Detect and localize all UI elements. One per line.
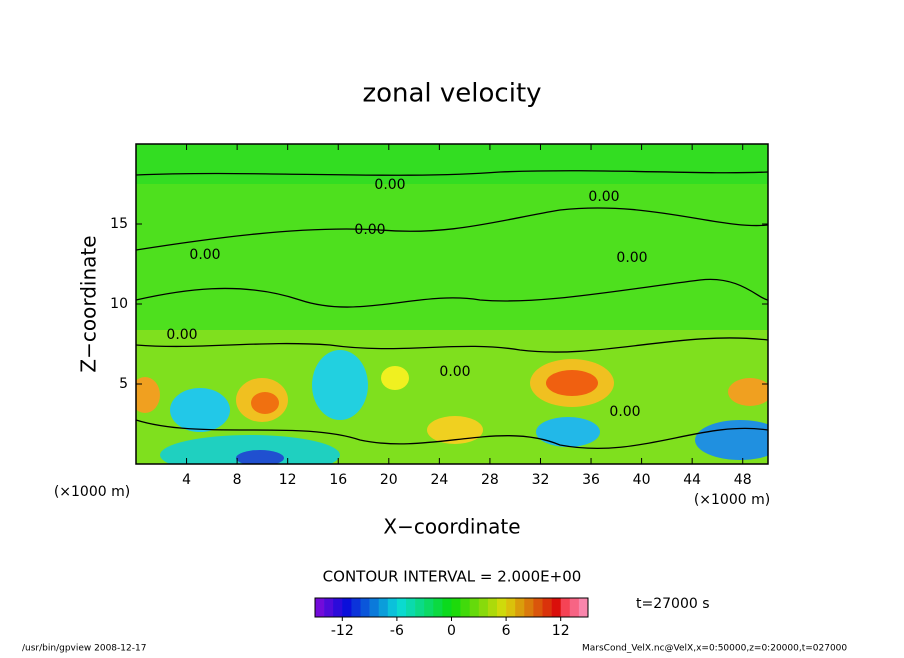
contour-line <box>135 170 769 176</box>
colorbar-cell <box>333 598 343 617</box>
contour-label: 0.00 <box>189 247 220 263</box>
footer-right: MarsCond_VelX.nc@VelX,x=0:50000,z=0:2000… <box>582 644 847 654</box>
colorbar-tick-label: 12 <box>552 623 570 639</box>
colorbar-cell <box>369 598 379 617</box>
colorbar-cell <box>506 598 516 617</box>
x-tick-label: 32 <box>532 472 550 488</box>
colorbar-cell <box>515 598 525 617</box>
colorbar-cell <box>378 598 389 617</box>
x-tick-label: 16 <box>329 472 347 488</box>
x-tick-label: 40 <box>633 472 651 488</box>
contour-line <box>135 419 769 449</box>
colorbar-cell <box>524 598 534 617</box>
contour-label: 0.00 <box>374 177 405 193</box>
contour-interval: CONTOUR INTERVAL = 2.000E+00 <box>323 568 582 586</box>
colorbar-cell <box>569 598 580 617</box>
contour-field <box>136 144 768 464</box>
x-tick-label: 48 <box>734 472 752 488</box>
contour-line <box>135 207 769 251</box>
contour-label: 0.00 <box>616 250 647 266</box>
y-axis-label: Z−coordinate <box>77 235 101 372</box>
colorbar-cell <box>451 598 461 617</box>
colorbar-cell <box>415 598 425 617</box>
footer-left: /usr/bin/gpview 2008-12-17 <box>22 644 146 654</box>
colorbar-cell <box>560 598 571 617</box>
contour-label: 0.00 <box>588 189 619 205</box>
x-axis-label: X−coordinate <box>383 515 520 539</box>
colorbar-cell <box>487 598 498 617</box>
colorbar-cell <box>551 598 561 617</box>
colorbar-cell <box>324 598 334 617</box>
y-tick-label: 10 <box>110 296 128 312</box>
colorbar-cell <box>497 598 507 617</box>
colorbar-cell <box>542 598 552 617</box>
x-tick-label: 24 <box>430 472 448 488</box>
contour-line <box>135 278 769 308</box>
chart-title: zonal velocity <box>362 79 541 109</box>
x-unit: (×1000 m) <box>694 492 770 508</box>
colorbar-cell <box>351 598 361 617</box>
contour-label: 0.00 <box>354 222 385 238</box>
colorbar-tick-label: -6 <box>390 623 404 639</box>
contour-label: 0.00 <box>166 327 197 343</box>
time-label: t=27000 s <box>636 596 710 612</box>
colorbar-cell <box>360 598 370 617</box>
colorbar-tick-label: -12 <box>331 623 354 639</box>
contour-label: 0.00 <box>439 364 470 380</box>
x-tick-label: 8 <box>233 472 242 488</box>
colorbar-cell <box>442 598 452 617</box>
colorbar-cell <box>478 598 489 617</box>
colorbar-cell <box>424 598 434 617</box>
x-tick-label: 4 <box>182 472 191 488</box>
x-tick-label: 44 <box>683 472 701 488</box>
x-tick-label: 20 <box>380 472 398 488</box>
x-tick-label: 12 <box>279 472 297 488</box>
contour-line <box>135 337 769 353</box>
x-tick-label: 28 <box>481 472 499 488</box>
colorbar-cell <box>433 598 443 617</box>
y-tick-label: 5 <box>119 376 128 392</box>
y-tick-label: 15 <box>110 216 128 232</box>
contour-label: 0.00 <box>609 404 640 420</box>
colorbar-cell <box>578 598 589 617</box>
colorbar-tick-label: 0 <box>447 623 456 639</box>
colorbar-cell <box>396 598 407 617</box>
x-tick-label: 36 <box>582 472 600 488</box>
colorbar-cell <box>469 598 480 617</box>
colorbar-cell <box>342 598 352 617</box>
colorbar-cell <box>387 598 398 617</box>
colorbar-cell <box>315 598 325 617</box>
colorbar-cell <box>406 598 416 617</box>
colorbar-tick-label: 6 <box>502 623 511 639</box>
colorbar-cell <box>460 598 470 617</box>
y-unit: (×1000 m) <box>54 484 130 500</box>
colorbar-cell <box>533 598 543 617</box>
